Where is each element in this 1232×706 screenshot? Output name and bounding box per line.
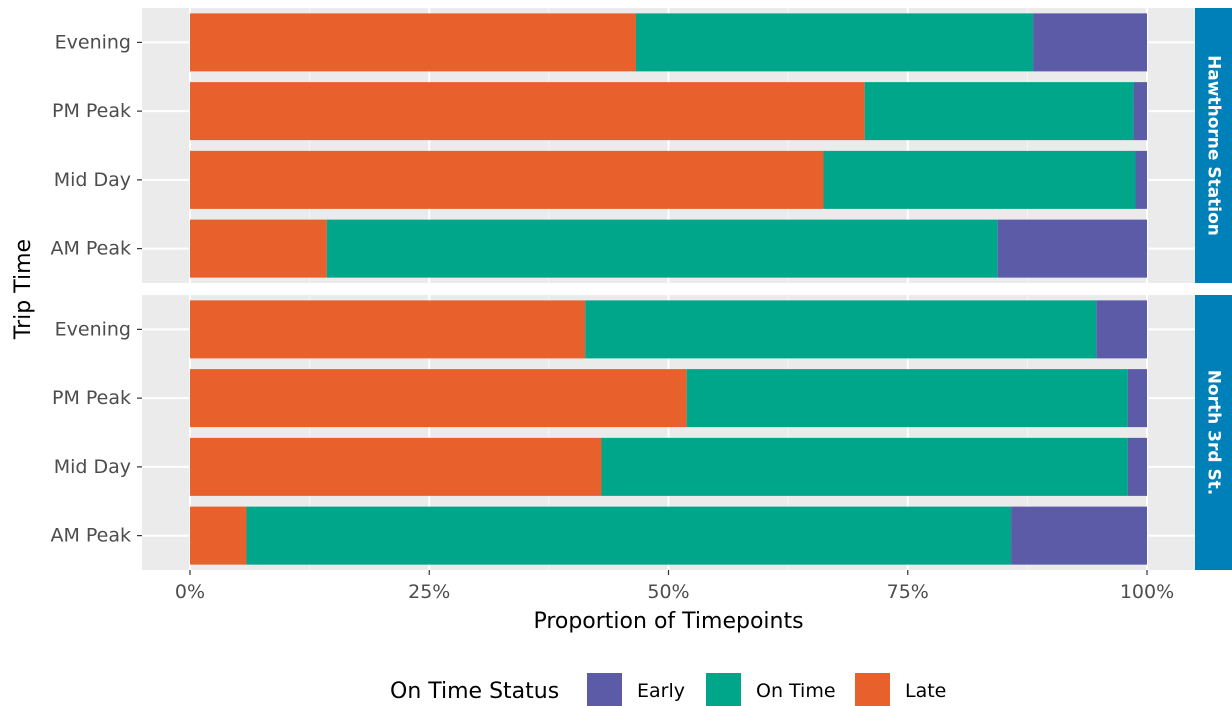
x-tick-label: 0% (175, 581, 205, 603)
y-tick-label: PM Peak (52, 100, 131, 122)
legend-key-early (587, 673, 622, 706)
y-tick-label: AM Peak (50, 238, 131, 260)
bar-segment-late (190, 437, 602, 496)
facet-strip-label: North 3rd St. (1204, 370, 1224, 496)
bar-segment-on-time (635, 13, 1034, 72)
y-tick-label: Evening (55, 31, 131, 53)
bar-segment-on-time (823, 150, 1136, 209)
bar-segment-on-time (585, 300, 1097, 359)
x-axis-title: Proportion of Timepoints (533, 609, 803, 634)
legend-key-on-time (706, 673, 741, 706)
legend-label-late: Late (905, 680, 946, 702)
bar-segment-early (1133, 82, 1147, 141)
legend-label-early: Early (637, 680, 685, 702)
bar-segment-late (190, 82, 865, 141)
bar-segment-early (1135, 150, 1147, 209)
bar-segment-on-time (326, 219, 998, 278)
bar-segment-on-time (246, 506, 1012, 565)
facet-strip (1195, 8, 1232, 283)
y-tick-label: Mid Day (54, 456, 131, 478)
bar-segment-late (190, 13, 636, 72)
facet-strip-label: Hawthorne Station (1204, 55, 1224, 236)
bar-segment-early (1096, 300, 1147, 359)
bar-segment-on-time (601, 437, 1128, 496)
bar-segment-on-time (686, 369, 1128, 428)
facet-strip (1195, 295, 1232, 570)
y-tick-label: PM Peak (52, 387, 131, 409)
y-tick-label: Mid Day (54, 169, 131, 191)
bar-segment-late (190, 506, 247, 565)
x-tick-label: 25% (408, 581, 450, 603)
bar-segment-late (190, 300, 586, 359)
x-tick-label: 100% (1120, 581, 1174, 603)
bar-segment-early (1127, 369, 1147, 428)
bar-segment-late (190, 150, 824, 209)
x-tick-label: 75% (887, 581, 929, 603)
bar-segment-late (190, 369, 687, 428)
y-axis-title: Trip Time (11, 239, 36, 340)
bar-segment-late (190, 219, 327, 278)
x-tick-label: 50% (647, 581, 689, 603)
bar-segment-early (1033, 13, 1147, 72)
legend-key-late (855, 673, 890, 706)
y-tick-label: AM Peak (50, 525, 131, 547)
bar-segment-early (1127, 437, 1147, 496)
y-tick-label: Evening (55, 318, 131, 340)
legend-label-on-time: On Time (756, 680, 836, 702)
bar-segment-on-time (864, 82, 1134, 141)
bar-segment-early (997, 219, 1147, 278)
legend-title: On Time Status (390, 679, 559, 704)
bar-segment-early (1011, 506, 1147, 565)
